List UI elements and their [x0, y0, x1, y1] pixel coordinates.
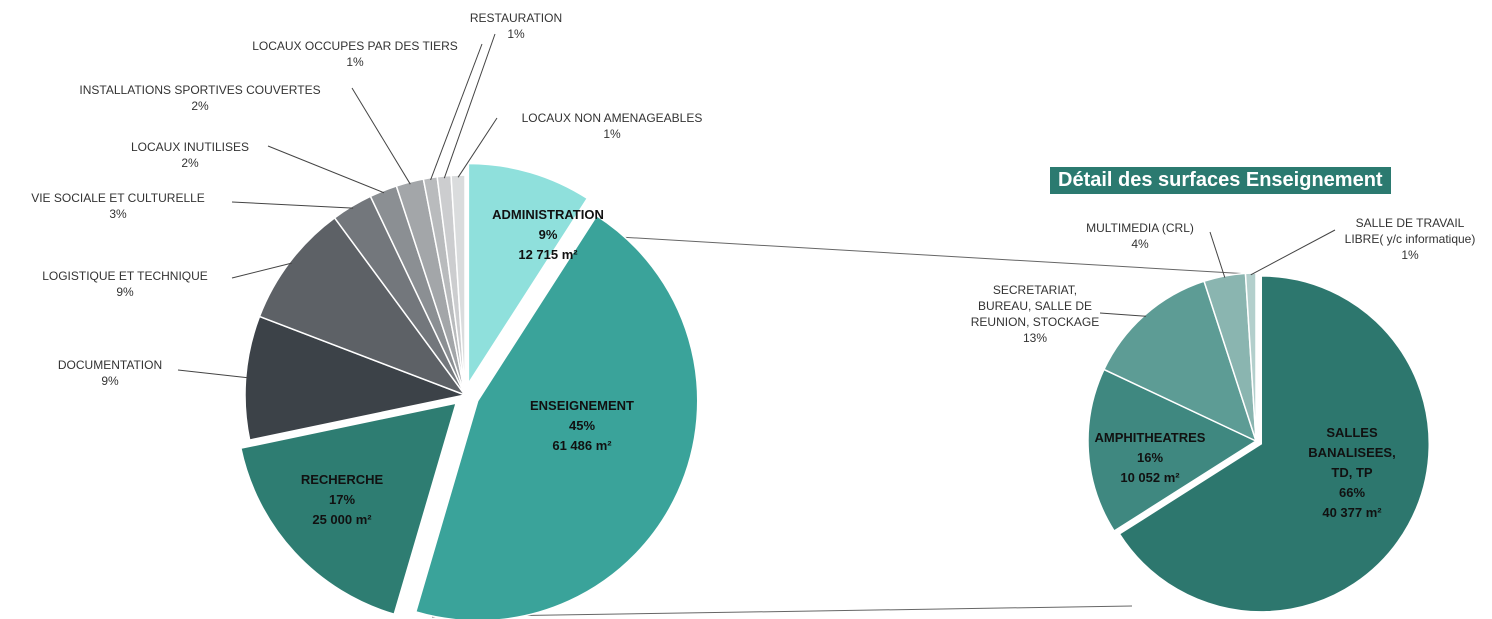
slice-label: SECRETARIAT, BUREAU, SALLE DE REUNION, S…: [970, 282, 1100, 346]
leader-line: [351, 87, 411, 185]
value-label: 1%: [603, 127, 621, 141]
leader-line: [177, 369, 248, 379]
slice-label: LOGISTIQUE ET TECHNIQUE 9%: [42, 268, 208, 300]
area-label: 10 052 m²: [1120, 470, 1180, 485]
slice-label: ENSEIGNEMENT 45% 61 486 m²: [502, 396, 662, 456]
category-label: LOCAUX NON AMENAGEABLES: [521, 111, 703, 125]
slice-label: SALLE DE TRAVAIL LIBRE( y/c informatique…: [1335, 215, 1485, 263]
pie-slice: [1118, 275, 1430, 613]
pie-slice: [414, 214, 699, 619]
area-label: 40 377 m²: [1322, 505, 1382, 520]
value-label: 2%: [181, 156, 199, 170]
category-label: AMPHITHEATRES: [1094, 430, 1206, 445]
pie-slice: [1087, 368, 1258, 533]
slice-label: LOCAUX NON AMENAGEABLES 1%: [522, 110, 703, 142]
leader-line: [231, 201, 354, 209]
connector: [601, 235, 1251, 275]
slice-label: INSTALLATIONS SPORTIVES COUVERTES 2%: [79, 82, 320, 114]
slice-label: ADMINISTRATION 9% 12 715 m²: [468, 205, 628, 265]
slice-label: LOCAUX INUTILISES 2%: [131, 139, 249, 171]
connector: [431, 605, 1133, 618]
leader-line: [267, 145, 385, 194]
value-label: 16%: [1136, 450, 1164, 465]
value-label: 4%: [1131, 237, 1149, 251]
leader-line: [1250, 229, 1336, 276]
pie-slice: [258, 216, 468, 397]
value-label: 3%: [109, 207, 127, 221]
leader-line: [1099, 312, 1147, 317]
category-label: VIE SOCIALE ET CULTURELLE: [31, 191, 205, 205]
category-label: LOCAUX OCCUPES PAR DES TIERS: [252, 39, 458, 53]
pie-slice: [450, 174, 466, 396]
slice-label: RECHERCHE 17% 25 000 m²: [262, 470, 422, 530]
area-label: 25 000 m²: [312, 512, 372, 527]
category-label: ADMINISTRATION: [492, 207, 604, 222]
area-label: 61 486 m²: [552, 438, 612, 453]
slice-label: LOCAUX OCCUPES PAR DES TIERS 1%: [252, 38, 458, 70]
leader-line: [1209, 231, 1226, 278]
pie-slice: [239, 402, 458, 616]
category-label: RESTAURATION: [469, 11, 563, 25]
value-label: 1%: [346, 55, 364, 69]
value-label: 13%: [1022, 331, 1048, 345]
category-label: LOCAUX INUTILISES: [130, 140, 250, 154]
pie-slice: [467, 162, 589, 387]
slice-label: MULTIMEDIA (CRL) 4%: [1086, 220, 1194, 252]
value-label: 1%: [1401, 248, 1419, 262]
category-label: ENSEIGNEMENT: [529, 398, 634, 413]
leader-line: [443, 33, 496, 179]
category-label: DOCUMENTATION: [57, 358, 163, 372]
category-label: LOGISTIQUE ET TECHNIQUE: [42, 269, 208, 283]
category-label: SALLES BANALISEES, TD, TP: [1308, 425, 1396, 480]
leader-line: [457, 117, 498, 178]
value-label: 9%: [538, 227, 558, 242]
category-label: INSTALLATIONS SPORTIVES COUVERTES: [79, 83, 321, 97]
value-label: 2%: [191, 99, 209, 113]
area-label: 12 715 m²: [518, 247, 578, 262]
slice-label: DOCUMENTATION 9%: [58, 357, 162, 389]
value-label: 9%: [116, 285, 134, 299]
leader-line: [430, 43, 483, 181]
pie-slice: [1102, 280, 1258, 443]
category-label: SALLE DE TRAVAIL LIBRE( y/c informatique…: [1344, 216, 1476, 246]
slice-label: AMPHITHEATRES 16% 10 052 m²: [1090, 428, 1210, 488]
slice-label: VIE SOCIALE ET CULTURELLE 3%: [31, 190, 205, 222]
value-label: 17%: [328, 492, 356, 507]
category-label: SECRETARIAT, BUREAU, SALLE DE REUNION, S…: [970, 283, 1100, 329]
slice-label: SALLES BANALISEES, TD, TP 66% 40 377 m²: [1297, 423, 1407, 523]
value-label: 9%: [101, 374, 119, 388]
value-label: 66%: [1338, 485, 1366, 500]
leader-line: [231, 262, 292, 279]
value-label: 45%: [568, 418, 596, 433]
category-label: MULTIMEDIA (CRL): [1086, 221, 1194, 235]
slice-label: RESTAURATION 1%: [470, 10, 562, 42]
chart-title: Détail des surfaces Enseignement: [1050, 167, 1391, 194]
value-label: 1%: [507, 27, 525, 41]
category-label: RECHERCHE: [300, 472, 384, 487]
pie-slice: [1244, 272, 1257, 442]
